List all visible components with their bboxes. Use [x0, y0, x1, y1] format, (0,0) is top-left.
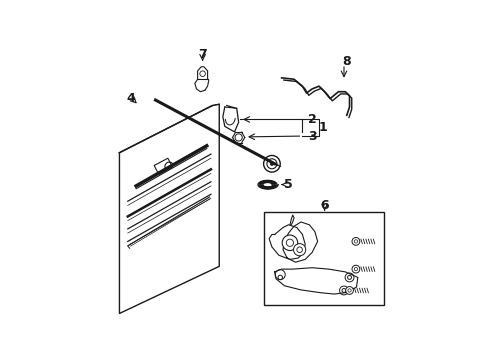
Text: 1: 1	[319, 121, 328, 134]
Text: 3: 3	[308, 130, 317, 143]
Text: 5: 5	[284, 178, 293, 191]
Text: 7: 7	[198, 48, 207, 61]
Circle shape	[294, 244, 306, 256]
Circle shape	[264, 156, 280, 172]
Circle shape	[352, 265, 360, 273]
Circle shape	[345, 287, 353, 294]
Circle shape	[270, 162, 273, 166]
Bar	[154, 158, 172, 174]
Bar	[264, 212, 384, 305]
Text: 8: 8	[343, 55, 351, 68]
Circle shape	[282, 235, 298, 251]
Text: 2: 2	[308, 113, 317, 126]
Circle shape	[352, 238, 360, 245]
Text: 6: 6	[320, 199, 329, 212]
Text: 4: 4	[126, 92, 135, 105]
